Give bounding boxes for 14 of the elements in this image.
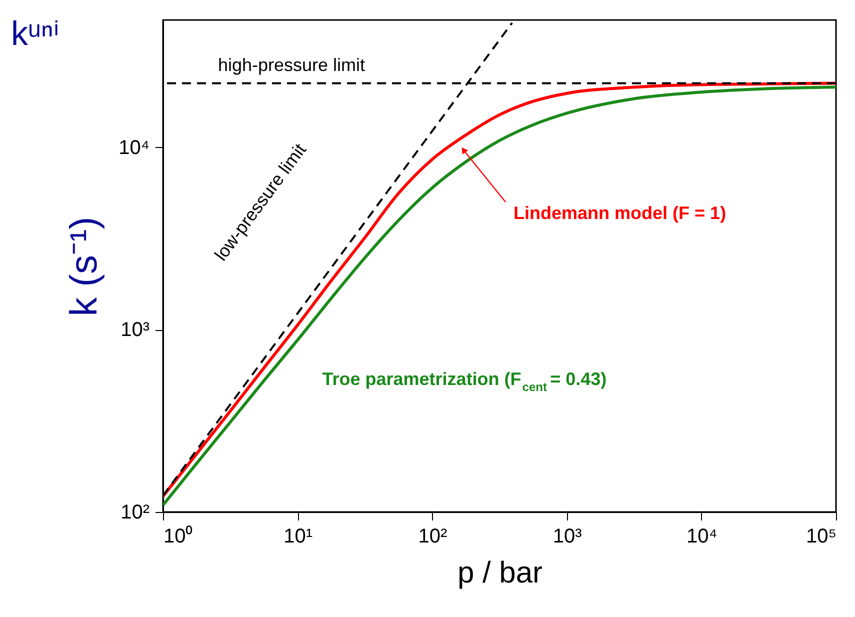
x-tick-label: 10¹	[284, 526, 313, 548]
y-axis-title: k (s⁻¹)	[64, 216, 106, 316]
chart-title: kᵘⁿⁱ	[11, 15, 60, 53]
text: Lindemann model (F = 1)	[514, 202, 726, 223]
y-tick-label: 10²	[120, 502, 150, 524]
x-tick-label: 10⁴	[686, 526, 718, 548]
y-tick-label: 10³	[120, 319, 150, 342]
x-tick-label: 10³	[552, 526, 582, 548]
x-tick-label: 10²	[418, 526, 448, 548]
ref-line-label: high-pressure limit	[218, 55, 366, 76]
x-tick-label: 10⁰	[164, 524, 193, 548]
x-axis-title: p / bar	[457, 556, 543, 590]
y-tick-label: 10⁴	[118, 136, 150, 159]
x-tick-label: 10⁵	[806, 526, 836, 548]
